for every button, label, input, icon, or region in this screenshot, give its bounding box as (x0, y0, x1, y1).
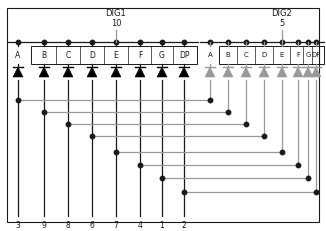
Text: DIG1: DIG1 (106, 9, 126, 18)
Polygon shape (303, 67, 313, 77)
Text: 1: 1 (160, 221, 164, 230)
Text: D: D (261, 52, 267, 58)
Text: B: B (226, 52, 230, 58)
Text: C: C (244, 52, 248, 58)
Text: 10: 10 (111, 19, 121, 28)
Polygon shape (135, 67, 145, 77)
Polygon shape (87, 67, 97, 77)
Text: DP: DP (179, 51, 189, 60)
Text: G: G (305, 52, 311, 58)
Polygon shape (277, 67, 287, 77)
Text: DIG2: DIG2 (272, 9, 292, 18)
Polygon shape (241, 67, 251, 77)
Polygon shape (39, 67, 49, 77)
Polygon shape (205, 67, 215, 77)
Text: D: D (89, 51, 95, 60)
Text: 3: 3 (16, 221, 21, 230)
Text: G: G (159, 51, 165, 60)
Text: F: F (296, 52, 300, 58)
Polygon shape (259, 67, 269, 77)
Text: DP: DP (311, 52, 321, 58)
Text: E: E (114, 51, 118, 60)
Text: 4: 4 (138, 221, 142, 230)
Text: A: A (15, 51, 21, 60)
Bar (31, 46, 197, 64)
Text: 2: 2 (182, 221, 186, 230)
Polygon shape (223, 67, 233, 77)
Text: 5: 5 (279, 19, 285, 28)
Text: 7: 7 (113, 221, 118, 230)
Text: C: C (66, 51, 71, 60)
Polygon shape (293, 67, 303, 77)
Text: A: A (208, 52, 212, 58)
Polygon shape (311, 67, 321, 77)
Bar (219, 46, 324, 64)
Text: 8: 8 (66, 221, 70, 230)
Polygon shape (13, 67, 23, 77)
Text: 9: 9 (41, 221, 46, 230)
Text: F: F (138, 51, 142, 60)
Polygon shape (157, 67, 167, 77)
Polygon shape (111, 67, 121, 77)
Text: E: E (280, 52, 284, 58)
Text: B: B (41, 51, 47, 60)
Text: 6: 6 (90, 221, 95, 230)
Polygon shape (179, 67, 189, 77)
Polygon shape (63, 67, 73, 77)
